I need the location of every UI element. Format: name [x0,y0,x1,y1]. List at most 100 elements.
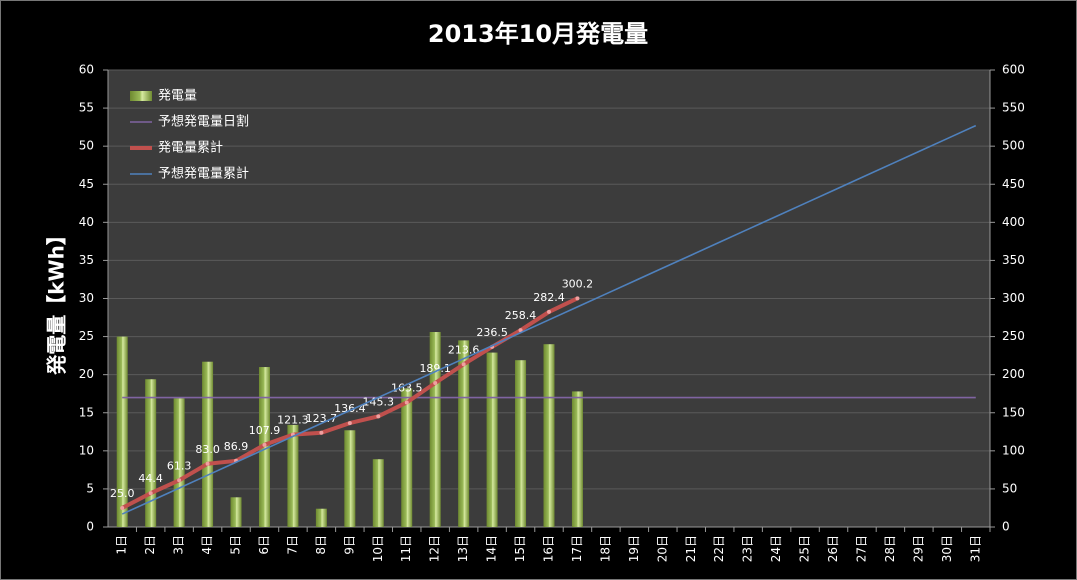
marker [177,478,182,483]
data-label: 83.0 [195,443,220,456]
x-tick-label: 11日 [399,535,413,562]
y2-tick-label: 300 [1002,291,1025,305]
x-tick-label: 27日 [854,535,868,562]
marker [347,421,352,426]
bar [116,336,128,527]
marker [547,309,551,314]
data-label: 25.0 [110,487,135,500]
x-tick-label: 7日 [285,535,299,555]
bar [486,352,498,527]
y-tick-label: 15 [79,405,94,419]
x-tick-label: 28日 [883,535,897,562]
marker [319,430,324,435]
chart-title: 2013年10月発電量 [428,20,648,48]
x-tick-label: 13日 [456,535,470,562]
y-axis-label: 発電量【kWh】 [45,225,69,376]
marker [205,461,210,466]
marker [433,380,438,385]
bar [230,497,242,527]
x-tick-label: 29日 [911,535,925,562]
x-tick-label: 26日 [826,535,840,562]
y2-tick-label: 350 [1002,253,1025,267]
x-tick-label: 5日 [229,535,243,555]
data-label: 213.6 [448,343,480,356]
x-tick-label: 4日 [200,535,214,555]
x-tick-label: 3日 [172,535,186,555]
marker [575,296,580,301]
bar [429,332,441,527]
marker [262,442,267,447]
y-tick-label: 50 [79,139,94,153]
bar [287,424,299,527]
legend-label: 予想発電量日割 [158,114,249,130]
bar [571,391,583,527]
y2-tick-label: 400 [1002,215,1025,229]
x-tick-label: 14日 [485,535,499,562]
x-tick-label: 23日 [741,535,755,562]
data-label: 123.7 [306,412,338,425]
legend-label: 発電量 [158,89,197,104]
data-label: 189.1 [419,362,451,375]
x-tick-label: 20日 [655,535,669,562]
y2-tick-label: 50 [1002,481,1017,495]
bar [344,430,356,527]
data-label: 282.4 [533,291,565,304]
x-tick-label: 21日 [684,535,698,562]
marker [148,491,153,496]
y2-tick-label: 0 [1002,520,1010,534]
x-tick-label: 25日 [798,535,812,562]
y-tick-label: 25 [79,329,94,343]
data-label: 121.3 [277,414,309,427]
data-label: 61.3 [167,459,192,472]
bar [145,379,157,527]
data-label: 136.4 [334,402,366,415]
y2-tick-label: 150 [1002,405,1025,419]
x-tick-label: 16日 [542,535,556,562]
data-label: 300.2 [562,277,594,290]
data-label: 86.9 [224,440,249,453]
x-tick-label: 8日 [314,535,328,555]
y-tick-label: 20 [79,367,94,381]
y2-tick-label: 550 [1002,101,1025,115]
marker [518,328,523,333]
x-tick-label: 9日 [342,535,356,555]
legend-label: 予想発電量累計 [158,166,249,182]
y-tick-label: 10 [79,443,94,457]
y-tick-label: 45 [79,177,94,191]
x-tick-label: 2日 [143,535,157,555]
bar [401,388,413,527]
x-tick-label: 31日 [968,535,982,562]
bar [315,508,327,527]
line [121,124,977,515]
legend-label: 発電量累計 [158,140,223,156]
y2-tick-label: 250 [1002,329,1025,343]
y-tick-label: 0 [86,520,94,534]
data-label: 258.4 [505,309,537,322]
data-label: 44.4 [138,472,163,485]
marker [461,362,466,367]
x-tick-label: 6日 [257,535,271,555]
data-label: 107.9 [249,424,281,437]
y-tick-label: 60 [79,63,94,77]
marker [376,414,381,419]
x-tick-label: 19日 [627,535,641,562]
x-tick-label: 15日 [513,535,527,562]
y-tick-label: 30 [79,291,94,305]
data-label: 163.5 [391,381,423,394]
x-tick-label: 1日 [115,535,129,555]
bar [173,398,185,527]
y2-tick-label: 200 [1002,367,1025,381]
y2-tick-label: 600 [1002,63,1025,77]
bar [458,340,470,527]
data-label: 236.5 [476,326,508,339]
marker [120,505,125,510]
y-tick-label: 5 [86,481,94,495]
bar [515,360,527,527]
bar [543,344,555,527]
data-label: 145.3 [363,395,395,408]
x-tick-label: 17日 [570,535,584,562]
y-tick-label: 40 [79,215,94,229]
y2-tick-label: 450 [1002,177,1025,191]
x-tick-label: 22日 [712,535,726,562]
